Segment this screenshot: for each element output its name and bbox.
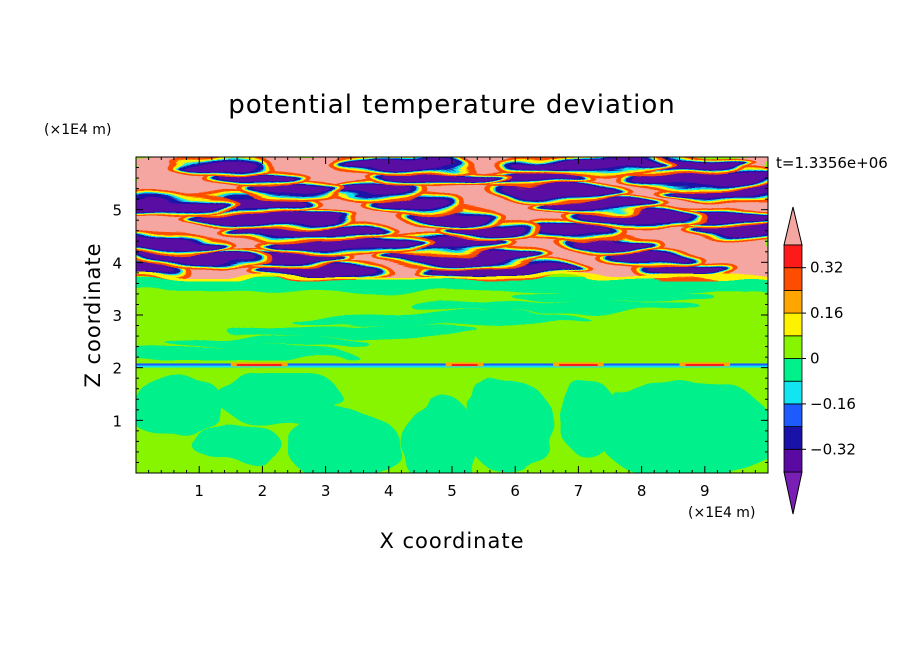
upper-cold [647, 265, 724, 276]
teal-band [136, 277, 768, 292]
teal-streak [412, 302, 703, 315]
upper-cold [217, 173, 295, 184]
x-tick-label: 4 [384, 482, 394, 500]
colorbar: 0.32 0.16 0 −0.16 −0.32 [783, 206, 856, 515]
upper-cold [451, 225, 529, 236]
y-tick-label: 1 [112, 412, 122, 430]
colorbar-bin [783, 380, 803, 405]
colorbar-label: −0.16 [810, 395, 856, 413]
upper-cold [571, 238, 649, 249]
colorbar-bin [783, 267, 803, 291]
time-label: t=1.3356e+06 [776, 154, 888, 172]
y-axis-label: Z coordinate [81, 242, 105, 387]
interface-hot [559, 363, 598, 366]
x-tick-label: 2 [258, 482, 268, 500]
teal-streak [574, 290, 715, 303]
teal-blob [193, 423, 282, 465]
contour-field [136, 157, 768, 473]
y-unit-label: (×1E4 m) [44, 122, 111, 138]
interface-hot [451, 363, 478, 366]
y-tick-label: 5 [112, 202, 122, 220]
colorbar-label: 0.16 [810, 304, 843, 322]
colorbar-bin [783, 358, 803, 382]
colorbar-bin [783, 289, 803, 314]
upper-layer [136, 157, 768, 282]
teal-streak [350, 313, 591, 326]
teal-streak [289, 325, 480, 338]
teal-streak [227, 336, 368, 349]
teal-blob [464, 378, 553, 473]
colorbar-bin [783, 426, 803, 450]
colorbar-bin [783, 403, 803, 427]
teal-streak [136, 348, 357, 361]
teal-blob [401, 394, 478, 473]
y-tick-label: 4 [112, 254, 122, 272]
teal-blob [287, 410, 402, 473]
chart-title: potential temperature deviation [228, 90, 675, 120]
x-tick-label: 3 [321, 482, 331, 500]
interface-hot [685, 363, 725, 366]
upper-cold [136, 238, 219, 249]
x-tick-label: 5 [447, 482, 457, 500]
x-tick-label: 1 [194, 482, 204, 500]
colorbar-over [783, 206, 803, 246]
colorbar-bin [783, 335, 803, 359]
colorbar-label: 0.32 [810, 259, 843, 277]
upper-cold [255, 186, 333, 197]
y-tick-label: 3 [112, 307, 122, 325]
colorbar-label: 0 [810, 350, 820, 368]
teal-blob [218, 373, 345, 426]
upper-cold [136, 265, 175, 276]
middle-streaks [136, 277, 768, 361]
x-tick-label: 8 [637, 482, 647, 500]
colorbar-bin [783, 312, 803, 337]
upper-cold [344, 159, 459, 170]
upper-cold [338, 186, 415, 197]
upper-cold [609, 252, 687, 263]
x-tick-label: 9 [700, 482, 710, 500]
x-tick-label: 7 [574, 482, 584, 500]
x-tick-label: 6 [510, 482, 520, 500]
upper-interface [136, 276, 768, 280]
teal-blob [136, 373, 225, 436]
y-tick-label: 2 [112, 360, 122, 378]
upper-cold [375, 199, 453, 210]
upper-cold [413, 212, 491, 223]
interface-band [136, 362, 768, 368]
lower-teal-blobs [136, 373, 768, 473]
upper-cold [136, 199, 225, 210]
teal-blob [597, 378, 768, 473]
colorbar-label: −0.32 [810, 440, 856, 458]
colorbar-under [783, 471, 803, 515]
x-axis-label: X coordinate [379, 529, 524, 553]
axis-ticks: 1 2 3 4 5 6 7 8 9 1 2 3 4 5 [112, 157, 768, 500]
colorbar-bin [783, 244, 803, 269]
upper-cold [180, 159, 257, 170]
colorbar-bin [783, 448, 803, 473]
upper-cold [508, 159, 661, 170]
upper-cold [533, 225, 611, 236]
x-unit-label: (×1E4 m) [688, 505, 755, 521]
interface-hot [236, 363, 282, 366]
